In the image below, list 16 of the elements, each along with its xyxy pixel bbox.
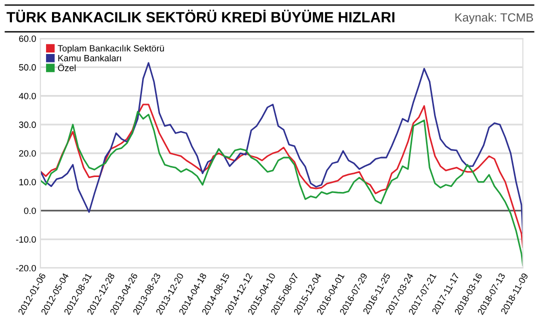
line-series — [40, 104, 523, 248]
legend-label: Kamu Bankaları — [58, 54, 121, 62]
y-tick-label: 40.0 — [18, 92, 36, 100]
y-tick-label: 30.0 — [19, 122, 36, 128]
y-tick-label: 60.0 — [19, 35, 36, 42]
y-tick-label: 0.0 — [24, 208, 36, 214]
text: Kaynak: TCMB — [455, 12, 533, 24]
y-tick-label: 50.0 — [19, 64, 36, 71]
y-tick-label: -20.0 — [16, 264, 36, 272]
line-series — [40, 62, 523, 234]
y-tick-label: 10.0 — [19, 178, 36, 186]
y-tick-label: 20.0 — [19, 150, 36, 157]
y-tick-label: -10.0 — [16, 236, 36, 243]
legend-label: Toplam Bankacılık Sektörü — [58, 44, 164, 54]
legend-label: Özel — [58, 64, 76, 72]
chart-title: TÜRK BANKACILIK SEKTÖRÜ KREDİ BÜYÜME HIZLARI — [6, 10, 394, 22]
